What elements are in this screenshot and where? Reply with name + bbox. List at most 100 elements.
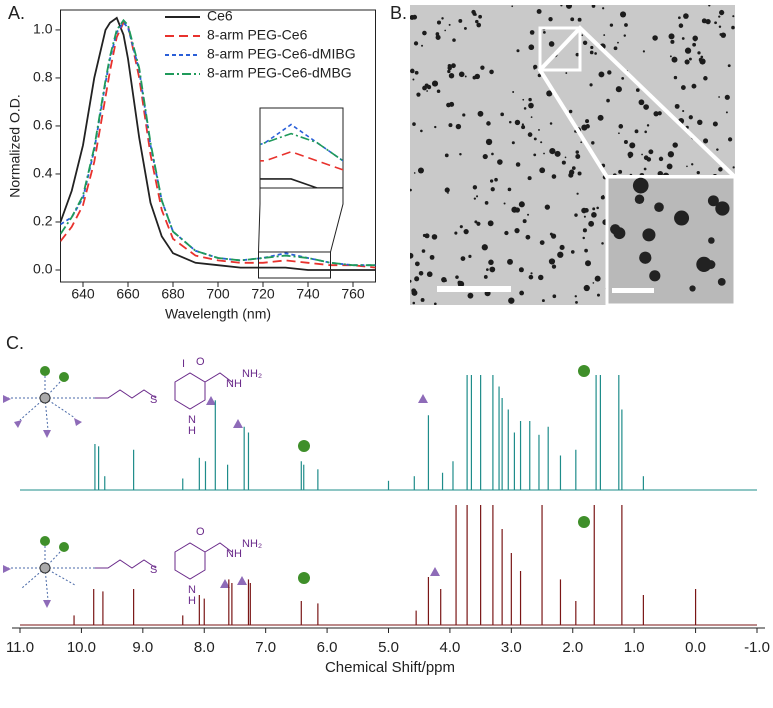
- particle: [528, 102, 534, 109]
- particle: [424, 83, 429, 88]
- particle: [549, 122, 553, 125]
- particle: [703, 138, 709, 144]
- y-tick-label: 0.4: [33, 165, 53, 181]
- particle: [727, 137, 733, 142]
- particle: [538, 274, 544, 281]
- particle: [518, 267, 524, 273]
- particle: [700, 55, 704, 59]
- particle: [693, 38, 697, 42]
- particle: [441, 276, 447, 283]
- particle: [598, 71, 605, 78]
- particle: [546, 90, 553, 97]
- particle: [539, 167, 546, 174]
- spectrum-line: [60, 18, 376, 267]
- particle: [474, 220, 478, 224]
- particle: [701, 18, 707, 24]
- particle: [543, 31, 546, 34]
- x-axis-label: Wavelength (nm): [165, 306, 271, 322]
- x-tick-label: -1.0: [744, 639, 770, 656]
- particle: [514, 119, 521, 126]
- particle: [632, 177, 649, 194]
- particle: [512, 91, 515, 93]
- particle: [667, 151, 675, 158]
- particle: [609, 23, 614, 27]
- particle: [511, 141, 515, 145]
- particle: [576, 192, 579, 195]
- particle: [410, 279, 412, 283]
- particle: [473, 197, 476, 200]
- particle: [643, 155, 649, 161]
- particle: [583, 215, 586, 218]
- particle: [426, 90, 428, 92]
- atom-label: O: [196, 356, 205, 368]
- particle: [621, 76, 625, 80]
- particle: [460, 256, 466, 261]
- particle: [635, 88, 640, 92]
- particle: [410, 68, 415, 74]
- particle: [617, 41, 619, 44]
- particle: [629, 142, 636, 149]
- particle: [462, 113, 466, 117]
- particle: [421, 249, 426, 253]
- particle: [549, 148, 556, 155]
- inset-frame: [259, 107, 344, 189]
- particle: [720, 32, 727, 38]
- symbols: [3, 365, 590, 608]
- atom-label: NH₂: [242, 538, 262, 550]
- particle: [420, 298, 425, 302]
- particle: [487, 220, 494, 227]
- particle: [422, 233, 427, 238]
- particle: [619, 11, 627, 18]
- particle: [668, 33, 675, 40]
- particle: [483, 275, 488, 279]
- scale-bar: [612, 288, 654, 293]
- particle: [589, 83, 593, 87]
- particle: [471, 9, 476, 15]
- particle: [681, 37, 685, 40]
- particle: [683, 13, 689, 19]
- particle: [624, 23, 628, 27]
- particle: [585, 119, 590, 124]
- particle: [582, 40, 588, 45]
- particle: [600, 195, 605, 200]
- particle: [489, 266, 496, 273]
- particle: [581, 124, 588, 131]
- x-tick-label: 0.0: [685, 639, 706, 656]
- particle: [488, 259, 494, 266]
- x-tick-label: 660: [116, 286, 140, 302]
- particle: [634, 194, 645, 205]
- particle: [561, 160, 566, 165]
- particle: [712, 121, 718, 127]
- particle: [732, 15, 735, 18]
- particle: [615, 86, 622, 93]
- atom-label: O: [196, 526, 205, 538]
- particle: [474, 13, 477, 16]
- particle: [725, 111, 728, 114]
- particle: [653, 111, 659, 117]
- particle: [528, 97, 532, 102]
- particle: [441, 17, 444, 20]
- particle: [447, 64, 452, 68]
- particle: [689, 285, 696, 292]
- particle: [666, 163, 673, 170]
- particle: [603, 34, 606, 36]
- particle: [678, 23, 684, 28]
- particle: [607, 70, 612, 75]
- legend-label: 8-arm PEG-Ce6: [207, 27, 308, 43]
- particle: [641, 153, 643, 156]
- particle: [583, 284, 590, 292]
- particle: [464, 75, 467, 78]
- particle: [431, 80, 439, 87]
- particle: [731, 25, 735, 30]
- particle: [530, 116, 533, 119]
- particle: [476, 221, 481, 226]
- particle: [504, 230, 509, 236]
- particle: [582, 228, 587, 233]
- particle: [686, 165, 688, 168]
- particle: [581, 34, 584, 37]
- x-tick-label: 1.0: [624, 639, 645, 656]
- particle: [414, 70, 419, 75]
- particle: [648, 149, 654, 155]
- particle: [696, 256, 712, 272]
- particle: [537, 73, 542, 78]
